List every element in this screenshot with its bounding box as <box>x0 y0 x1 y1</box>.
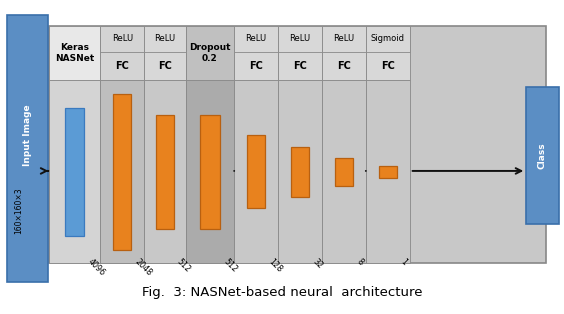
FancyBboxPatch shape <box>49 80 100 263</box>
FancyBboxPatch shape <box>234 26 278 80</box>
FancyBboxPatch shape <box>7 15 48 282</box>
FancyBboxPatch shape <box>247 135 265 208</box>
FancyBboxPatch shape <box>366 26 409 80</box>
FancyBboxPatch shape <box>278 26 322 80</box>
Text: 1: 1 <box>399 257 408 267</box>
Text: 512: 512 <box>222 257 239 274</box>
FancyBboxPatch shape <box>278 26 322 52</box>
Text: Sigmoid: Sigmoid <box>371 35 405 44</box>
FancyBboxPatch shape <box>100 26 144 52</box>
FancyBboxPatch shape <box>526 87 559 224</box>
Text: Keras
NASNet: Keras NASNet <box>55 43 94 63</box>
Text: 160×160×3: 160×160×3 <box>14 187 23 234</box>
Text: ReLU: ReLU <box>333 35 354 44</box>
FancyBboxPatch shape <box>49 26 547 263</box>
Text: FC: FC <box>158 61 172 71</box>
Text: Input Image: Input Image <box>23 104 32 166</box>
FancyBboxPatch shape <box>113 94 131 250</box>
Text: 128: 128 <box>267 257 284 274</box>
FancyBboxPatch shape <box>156 115 174 229</box>
FancyBboxPatch shape <box>322 80 366 263</box>
Text: 512: 512 <box>175 257 192 274</box>
Text: ReLU: ReLU <box>245 35 267 44</box>
FancyBboxPatch shape <box>291 147 309 197</box>
Text: 8: 8 <box>355 257 365 267</box>
FancyBboxPatch shape <box>234 26 278 52</box>
FancyBboxPatch shape <box>366 26 409 52</box>
FancyBboxPatch shape <box>234 80 278 263</box>
Text: FC: FC <box>381 61 395 71</box>
Text: FC: FC <box>293 61 307 71</box>
FancyBboxPatch shape <box>186 80 234 263</box>
FancyBboxPatch shape <box>64 108 84 236</box>
FancyBboxPatch shape <box>278 80 322 263</box>
FancyBboxPatch shape <box>49 26 100 80</box>
Text: 4096: 4096 <box>86 257 107 278</box>
FancyBboxPatch shape <box>100 26 144 80</box>
Text: 2048: 2048 <box>133 257 154 278</box>
Text: FC: FC <box>337 61 351 71</box>
FancyBboxPatch shape <box>200 115 220 229</box>
Text: FC: FC <box>115 61 129 71</box>
Text: Fig.  3: NASNet-based neural  architecture: Fig. 3: NASNet-based neural architecture <box>142 286 422 300</box>
FancyBboxPatch shape <box>144 26 186 80</box>
FancyBboxPatch shape <box>186 26 234 80</box>
Text: 32: 32 <box>311 257 324 271</box>
Text: ReLU: ReLU <box>112 35 133 44</box>
Text: Class: Class <box>538 142 547 169</box>
Text: ReLU: ReLU <box>289 35 311 44</box>
Text: FC: FC <box>249 61 263 71</box>
FancyBboxPatch shape <box>334 158 353 186</box>
FancyBboxPatch shape <box>144 80 186 263</box>
FancyBboxPatch shape <box>322 26 366 80</box>
FancyBboxPatch shape <box>100 80 144 263</box>
Text: ReLU: ReLU <box>155 35 175 44</box>
FancyBboxPatch shape <box>322 26 366 52</box>
FancyBboxPatch shape <box>378 166 397 178</box>
Text: Dropout
0.2: Dropout 0.2 <box>190 43 231 63</box>
FancyBboxPatch shape <box>144 26 186 52</box>
FancyBboxPatch shape <box>366 80 409 263</box>
